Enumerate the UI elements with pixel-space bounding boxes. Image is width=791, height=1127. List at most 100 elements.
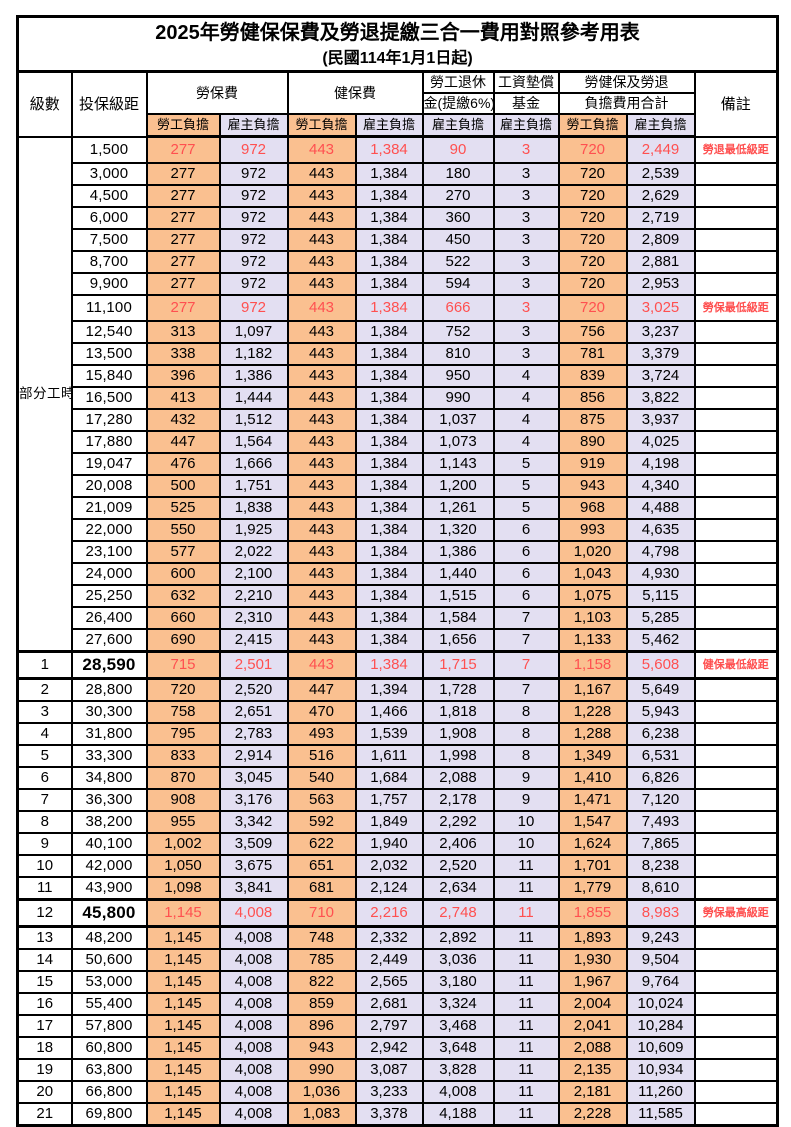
value-cell-total_employee: 943 <box>557 474 628 498</box>
value-cell-wage_fund_employer: 5 <box>492 452 560 476</box>
value-cell-wage_fund_employer: 7 <box>492 606 560 630</box>
bracket-cell: 15,840 <box>70 364 148 388</box>
value-cell-health_employee: 493 <box>286 722 357 746</box>
value-cell-health_employee: 540 <box>286 766 357 790</box>
value-cell-labor_employer: 972 <box>218 184 289 208</box>
value-cell-total_employer: 2,539 <box>625 162 696 186</box>
value-cell-total_employer: 2,449 <box>625 135 696 164</box>
level-cell: 12 <box>16 898 73 928</box>
remark-cell <box>693 832 779 856</box>
value-cell-health_employee: 681 <box>286 876 357 901</box>
table-row: 15 53,000 1,145 4,008 822 2,565 3,180 11 1,967 9,… <box>16 970 779 994</box>
value-cell-total_employee: 1,158 <box>557 650 628 680</box>
value-cell-health_employee: 822 <box>286 970 357 994</box>
bracket-cell: 43,900 <box>70 876 148 901</box>
value-cell-labor_employee: 277 <box>145 135 221 164</box>
table-row: 11 43,900 1,098 3,841 681 2,124 2,634 11 1,779 8,… <box>16 876 779 901</box>
value-cell-wage_fund_employer: 3 <box>492 184 560 208</box>
bracket-cell: 3,000 <box>70 162 148 186</box>
value-cell-total_employee: 993 <box>557 518 628 542</box>
value-cell-pension_employer: 3,468 <box>421 1014 495 1038</box>
value-cell-health_employer: 1,684 <box>354 766 424 790</box>
table-row: 16 55,400 1,145 4,008 859 2,681 3,324 11 2,004 10… <box>16 992 779 1016</box>
value-cell-labor_employer: 2,651 <box>218 700 289 724</box>
value-cell-labor_employee: 660 <box>145 606 221 630</box>
value-cell-wage_fund_employer: 3 <box>492 135 560 164</box>
value-cell-health_employer: 1,384 <box>354 562 424 586</box>
header-bracket: 投保級距 <box>70 70 148 138</box>
value-cell-labor_employer: 4,008 <box>218 970 289 994</box>
value-cell-wage_fund_employer: 11 <box>492 876 560 901</box>
level-cell: 18 <box>16 1036 73 1060</box>
value-cell-labor_employer: 4,008 <box>218 1058 289 1082</box>
value-cell-total_employee: 720 <box>557 184 628 208</box>
value-cell-pension_employer: 2,088 <box>421 766 495 790</box>
bracket-cell: 33,300 <box>70 744 148 768</box>
value-cell-total_employer: 3,379 <box>625 342 696 366</box>
value-cell-health_employer: 1,384 <box>354 342 424 366</box>
value-cell-wage_fund_employer: 11 <box>492 898 560 928</box>
value-cell-wage_fund_employer: 11 <box>492 1014 560 1038</box>
value-cell-wage_fund_employer: 11 <box>492 1102 560 1127</box>
value-cell-wage_fund_employer: 4 <box>492 408 560 432</box>
value-cell-health_employee: 443 <box>286 650 357 680</box>
value-cell-wage_fund_employer: 6 <box>492 584 560 608</box>
subheader-total-employee: 勞工負擔 <box>557 113 628 138</box>
header-labor-insurance: 勞保費 <box>145 70 289 115</box>
subheader-labor-employer: 雇主負擔 <box>218 113 289 138</box>
level-cell: 13 <box>16 925 73 950</box>
value-cell-total_employer: 7,865 <box>625 832 696 856</box>
value-cell-total_employee: 720 <box>557 294 628 322</box>
remark-cell <box>693 788 779 812</box>
value-cell-total_employer: 6,238 <box>625 722 696 746</box>
value-cell-wage_fund_employer: 4 <box>492 430 560 454</box>
value-cell-pension_employer: 1,200 <box>421 474 495 498</box>
remark-cell <box>693 876 779 901</box>
bracket-cell: 9,900 <box>70 272 148 296</box>
value-cell-health_employee: 443 <box>286 562 357 586</box>
level-cell: 14 <box>16 948 73 972</box>
value-cell-pension_employer: 522 <box>421 250 495 274</box>
subheader-wage-fund-employer: 雇主負擔 <box>492 113 560 138</box>
value-cell-labor_employee: 447 <box>145 430 221 454</box>
bracket-cell: 16,500 <box>70 386 148 410</box>
value-cell-labor_employer: 1,182 <box>218 342 289 366</box>
value-cell-total_employee: 856 <box>557 386 628 410</box>
value-cell-labor_employer: 2,501 <box>218 650 289 680</box>
value-cell-labor_employee: 277 <box>145 250 221 274</box>
value-cell-labor_employer: 4,008 <box>218 898 289 928</box>
value-cell-labor_employee: 432 <box>145 408 221 432</box>
value-cell-wage_fund_employer: 11 <box>492 992 560 1016</box>
value-cell-wage_fund_employer: 8 <box>492 744 560 768</box>
value-cell-labor_employer: 2,100 <box>218 562 289 586</box>
table-row: 21 69,800 1,145 4,008 1,083 3,378 4,188 11 2,228… <box>16 1102 779 1127</box>
value-cell-health_employer: 1,384 <box>354 584 424 608</box>
remark-cell <box>693 1102 779 1127</box>
value-cell-health_employee: 443 <box>286 386 357 410</box>
remark-cell <box>693 474 779 498</box>
bracket-cell: 26,400 <box>70 606 148 630</box>
value-cell-total_employer: 5,608 <box>625 650 696 680</box>
value-cell-total_employee: 720 <box>557 206 628 230</box>
value-cell-labor_employee: 313 <box>145 320 221 344</box>
bracket-cell: 40,100 <box>70 832 148 856</box>
value-cell-labor_employee: 277 <box>145 184 221 208</box>
value-cell-wage_fund_employer: 9 <box>492 766 560 790</box>
level-cell: 9 <box>16 832 73 856</box>
value-cell-health_employee: 443 <box>286 606 357 630</box>
value-cell-total_employer: 4,930 <box>625 562 696 586</box>
value-cell-total_employee: 1,167 <box>557 677 628 702</box>
bracket-cell: 21,009 <box>70 496 148 520</box>
value-cell-health_employer: 1,384 <box>354 408 424 432</box>
value-cell-labor_employer: 3,176 <box>218 788 289 812</box>
bracket-cell: 4,500 <box>70 184 148 208</box>
value-cell-labor_employee: 690 <box>145 628 221 653</box>
value-cell-labor_employee: 1,145 <box>145 992 221 1016</box>
header-pension-line1: 勞工退休 <box>421 70 495 94</box>
table-row: 13,500 338 1,182 443 1,384 810 3 781 3,379 <box>18 342 779 366</box>
bracket-cell: 60,800 <box>70 1036 148 1060</box>
bracket-cell: 30,300 <box>70 700 148 724</box>
table-row: 25,250 632 2,210 443 1,384 1,515 6 1,075 5,115 <box>18 584 779 608</box>
value-cell-labor_employer: 3,675 <box>218 854 289 878</box>
value-cell-total_employee: 2,135 <box>557 1058 628 1082</box>
